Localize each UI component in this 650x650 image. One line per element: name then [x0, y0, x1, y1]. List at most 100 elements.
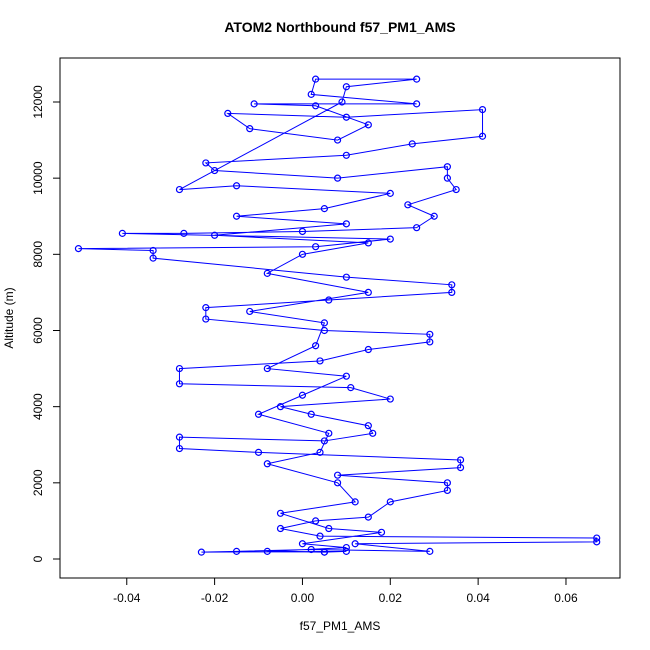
data-point: [320, 326, 329, 335]
data-point: [320, 205, 329, 213]
data-point: [443, 174, 451, 182]
data-point: [456, 463, 465, 472]
data-point: [448, 281, 456, 289]
data-point: [211, 231, 219, 239]
x-tick-label: 0.00: [291, 591, 315, 605]
data-point: [202, 159, 210, 167]
data-point: [307, 410, 315, 418]
data-point: [211, 166, 219, 175]
data-point: [263, 364, 271, 373]
data-point: [263, 547, 271, 555]
data-point: [342, 372, 350, 380]
data-point: [443, 163, 451, 171]
data-point: [364, 239, 372, 247]
data-point: [298, 391, 307, 399]
data-point: [342, 543, 350, 552]
data-point: [593, 534, 601, 542]
data-point: [325, 429, 333, 437]
data-point: [364, 121, 372, 129]
data-point: [312, 342, 320, 350]
data-point: [307, 545, 315, 554]
data-point: [338, 98, 346, 106]
x-tick-label: -0.02: [201, 591, 229, 605]
data-point: [232, 212, 241, 220]
data-point: [149, 246, 157, 255]
data-point: [276, 403, 285, 411]
data-point: [593, 538, 601, 546]
data-point: [320, 437, 329, 445]
plot-frame: [59, 57, 621, 579]
data-point: [443, 479, 451, 487]
data-point: [263, 269, 271, 277]
data-point: [276, 524, 285, 533]
data-point: [443, 486, 451, 495]
data-point: [364, 513, 372, 521]
data-point: [316, 448, 324, 456]
y-tick-label: 2000: [31, 469, 45, 496]
data-point: [307, 90, 315, 98]
data-point: [347, 384, 355, 392]
data-point: [342, 83, 350, 91]
data-point: [369, 429, 377, 437]
data-point: [254, 410, 263, 418]
x-tick-label: -0.04: [113, 591, 141, 605]
data-point: [175, 444, 184, 453]
data-point: [333, 136, 342, 144]
data-point: [333, 174, 342, 182]
data-point: [351, 498, 359, 506]
data-point: [386, 189, 394, 197]
data-point: [386, 235, 394, 243]
data-point: [404, 201, 412, 209]
data-point: [175, 433, 184, 441]
data-point: [224, 109, 232, 118]
data-point: [312, 75, 320, 83]
chart-title: ATOM2 Northbound f57_PM1_AMS: [224, 19, 455, 35]
data-point: [426, 330, 434, 338]
data-point: [246, 307, 254, 316]
data-point: [175, 185, 184, 194]
y-tick-label: 0: [31, 555, 45, 562]
data-point: [118, 229, 126, 237]
data-point: [232, 182, 241, 190]
data-point: [413, 75, 421, 83]
data-point: [478, 106, 487, 114]
data-point: [312, 102, 320, 110]
data-point: [325, 296, 333, 304]
y-axis-label: Altitude (m): [2, 287, 16, 348]
data-point: [364, 288, 372, 297]
data-point: [413, 100, 421, 108]
y-tick-label: 6000: [31, 317, 45, 344]
data-point: [452, 185, 460, 194]
x-tick-label: 0.06: [554, 591, 578, 605]
data-point: [263, 460, 271, 468]
data-point: [325, 524, 333, 533]
data-point: [413, 224, 421, 232]
data-point: [333, 479, 342, 487]
data-point: [408, 140, 416, 148]
data-point: [232, 547, 241, 555]
y-tick-label: 12000: [31, 85, 45, 119]
data-point: [351, 540, 359, 548]
data-point: [342, 151, 350, 159]
data-point: [342, 220, 350, 228]
data-point: [448, 288, 456, 297]
data-point: [149, 254, 157, 262]
data-point: [426, 547, 434, 555]
data-point: [202, 315, 210, 323]
data-point: [298, 227, 307, 236]
data-point: [316, 357, 324, 365]
data-point: [250, 100, 258, 108]
data-point: [320, 548, 329, 556]
data-point: [386, 498, 394, 506]
x-axis-label: f57_PM1_AMS: [300, 619, 381, 633]
data-point: [426, 338, 434, 346]
data-point: [342, 273, 350, 281]
data-point: [312, 517, 320, 525]
data-point: [312, 243, 320, 251]
data-point: [246, 125, 254, 133]
data-point: [342, 547, 350, 555]
data-point: [74, 245, 83, 253]
data-point: [342, 113, 350, 121]
